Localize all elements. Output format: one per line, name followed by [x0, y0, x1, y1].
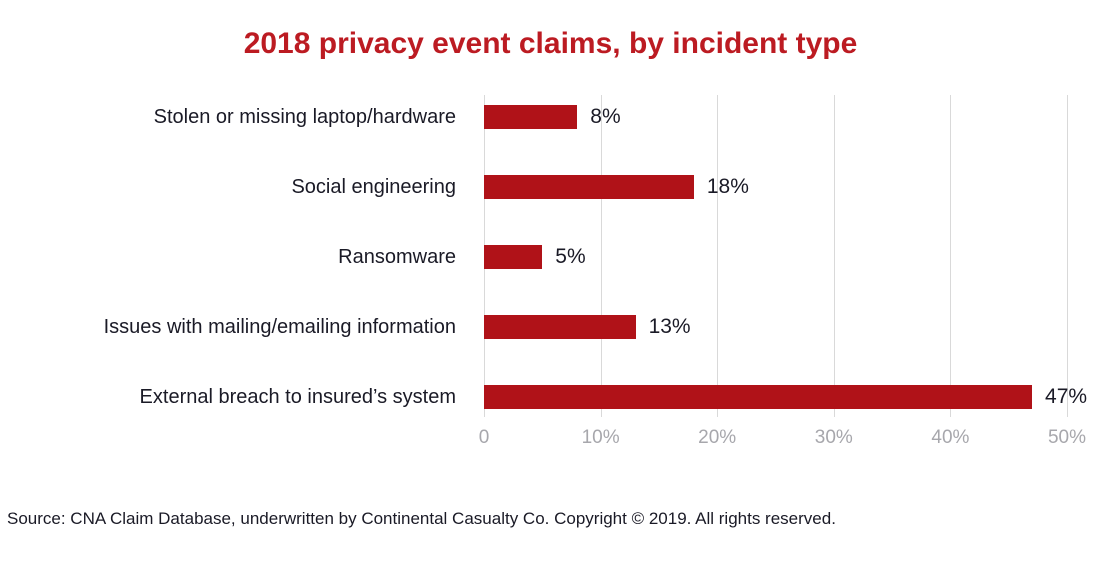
bar-row: Social engineering 18% — [0, 152, 1101, 222]
bar — [484, 315, 636, 339]
x-tick-label: 10% — [581, 427, 620, 448]
category-label: Ransomware — [338, 245, 456, 268]
category-label: Issues with mailing/emailing information — [103, 315, 456, 338]
gridline — [950, 95, 952, 417]
category-label: External breach to insured’s system — [139, 385, 456, 408]
bar-row: Issues with mailing/emailing information… — [0, 292, 1101, 362]
category-label: Social engineering — [291, 175, 456, 198]
source-note: Source: CNA Claim Database, underwritten… — [7, 509, 836, 528]
gridline — [1067, 95, 1068, 417]
bar — [484, 385, 1033, 409]
gridline — [833, 95, 835, 417]
bar-row: Stolen or missing laptop/hardware 8% — [0, 82, 1101, 152]
gridline — [717, 95, 719, 417]
category-label: Stolen or missing laptop/hardware — [153, 105, 456, 128]
value-label: 18% — [706, 175, 749, 198]
x-tick-label: 20% — [698, 427, 737, 448]
x-tick-label: 0 — [478, 427, 490, 448]
bar-row: Ransomware 5% — [0, 222, 1101, 292]
value-label: 47% — [1045, 385, 1088, 408]
value-label: 8% — [590, 105, 621, 128]
bar — [484, 175, 694, 199]
chart-title: 2018 privacy event claims, by incident t… — [243, 27, 858, 60]
x-tick-label: 50% — [1047, 427, 1087, 448]
value-label: 13% — [648, 315, 691, 338]
bar — [484, 245, 543, 269]
value-label: 5% — [555, 245, 586, 268]
gridline — [600, 95, 602, 417]
bar-row: External breach to insured’s system 47% — [0, 362, 1101, 432]
bar — [484, 105, 578, 129]
x-tick-label: 30% — [814, 427, 853, 448]
x-tick-label: 40% — [931, 427, 970, 448]
